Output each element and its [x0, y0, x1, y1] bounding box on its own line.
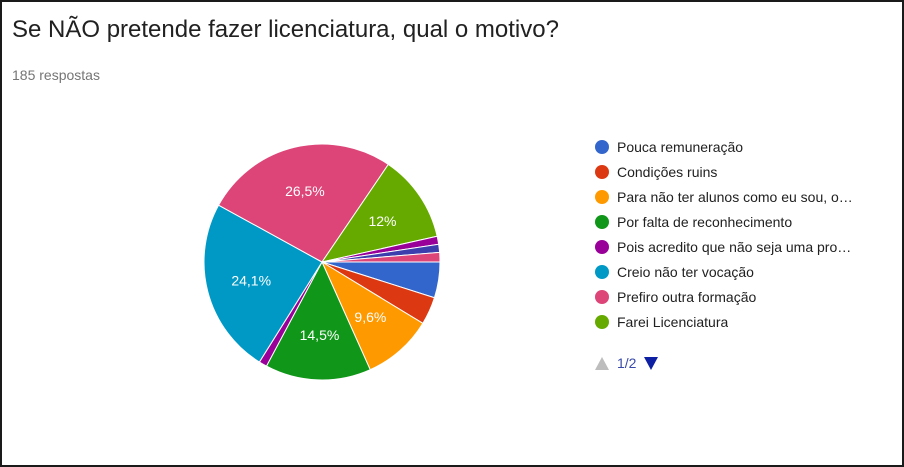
legend-color-swatch [595, 264, 609, 279]
slice-percent-label: 12% [368, 213, 396, 229]
response-count: 185 respostas [12, 67, 100, 83]
legend-item[interactable]: Pouca remuneração [595, 134, 853, 159]
pie-slice[interactable] [265, 260, 371, 381]
slice-percent-label: 14,5% [300, 327, 340, 343]
legend-color-swatch [595, 289, 609, 304]
legend-color-swatch [595, 139, 609, 154]
legend-pager: 1/2 [595, 355, 659, 371]
legend-label: Prefiro outra formação [617, 288, 757, 305]
pie-slice[interactable] [321, 251, 441, 263]
legend-item[interactable]: Pois acredito que não seja uma pro… [595, 234, 853, 259]
legend-item[interactable]: Por falta de reconhecimento [595, 209, 853, 234]
legend-label: Condições ruins [617, 163, 718, 180]
pie-slice[interactable] [320, 163, 438, 263]
legend-label: Creio não ter vocação [617, 263, 754, 280]
pie-slice[interactable] [203, 204, 323, 363]
legend-page-indicator: 1/2 [617, 355, 637, 371]
slice-percent-label: 9,6% [354, 309, 386, 325]
legend-color-swatch [595, 189, 609, 204]
legend-label: Pois acredito que não seja uma pro… [617, 238, 852, 255]
legend-item[interactable]: Creio não ter vocação [595, 259, 853, 284]
next-page-icon[interactable] [644, 356, 659, 370]
legend-color-swatch [595, 164, 609, 179]
slice-percent-label: 26,5% [285, 183, 325, 199]
question-title: Se NÃO pretende fazer licenciatura, qual… [12, 16, 559, 43]
legend-label: Pouca remuneração [617, 138, 744, 155]
legend-item[interactable]: Condições ruins [595, 159, 853, 184]
legend-color-swatch [595, 314, 609, 329]
legend-color-swatch [595, 214, 609, 229]
legend-item[interactable]: Prefiro outra formação [595, 284, 853, 309]
legend-label: Por falta de reconhecimento [617, 213, 793, 230]
legend-color-swatch [595, 239, 609, 254]
legend-item[interactable]: Farei Licenciatura [595, 309, 853, 334]
legend-label: Para não ter alunos como eu sou, o… [617, 188, 853, 205]
slice-percent-label: 24,1% [231, 272, 271, 288]
legend-item[interactable]: Para não ter alunos como eu sou, o… [595, 184, 853, 209]
chart-legend: Pouca remuneração Condições ruins Para n… [595, 134, 853, 334]
legend-label: Farei Licenciatura [617, 313, 729, 330]
previous-page-icon[interactable] [595, 356, 609, 370]
pie-chart: 9,6% 14,5% 24,1% 26,5% 12% [203, 143, 441, 381]
pie-slice[interactable] [217, 143, 390, 263]
